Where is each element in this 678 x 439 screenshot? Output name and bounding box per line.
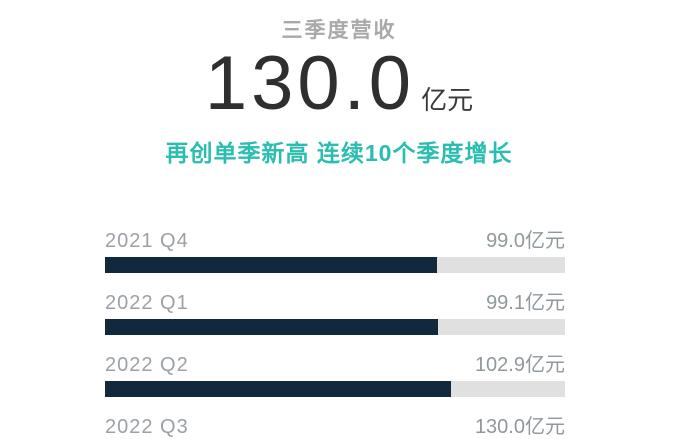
- subtitle: 再创单季新高 连续10个季度增长: [165, 140, 513, 166]
- category-label: 2022 Q2: [105, 354, 189, 376]
- category-label: 2022 Q1: [105, 292, 189, 314]
- headline-unit: 亿元: [421, 85, 474, 115]
- bar-row: 2022 Q1 99.1亿元: [105, 286, 565, 335]
- value-label: 102.9亿元: [474, 354, 565, 376]
- headline-value: 130.0 亿元: [0, 46, 678, 122]
- bar-track: [105, 381, 565, 397]
- bar-chart: 2021 Q4 99.0亿元 2022 Q1 99.1亿元 2022 Q2 10…: [105, 224, 565, 439]
- bar-fill: [105, 381, 451, 397]
- bar-row: 2022 Q3 130.0亿元: [105, 410, 565, 439]
- page-title: 三季度营收: [281, 19, 397, 42]
- bar-track: [105, 257, 565, 273]
- bar-row: 2022 Q2 102.9亿元: [105, 348, 565, 397]
- category-label: 2022 Q3: [105, 416, 189, 438]
- bar-fill: [105, 319, 438, 335]
- headline-number: 130.0: [204, 41, 416, 126]
- category-label: 2021 Q4: [105, 230, 189, 252]
- bar-row: 2021 Q4 99.0亿元: [105, 224, 565, 273]
- value-label: 99.0亿元: [486, 230, 565, 252]
- value-label: 130.0亿元: [474, 416, 565, 438]
- bar-fill: [105, 257, 438, 273]
- value-label: 99.1亿元: [486, 292, 565, 314]
- bar-track: [105, 319, 565, 335]
